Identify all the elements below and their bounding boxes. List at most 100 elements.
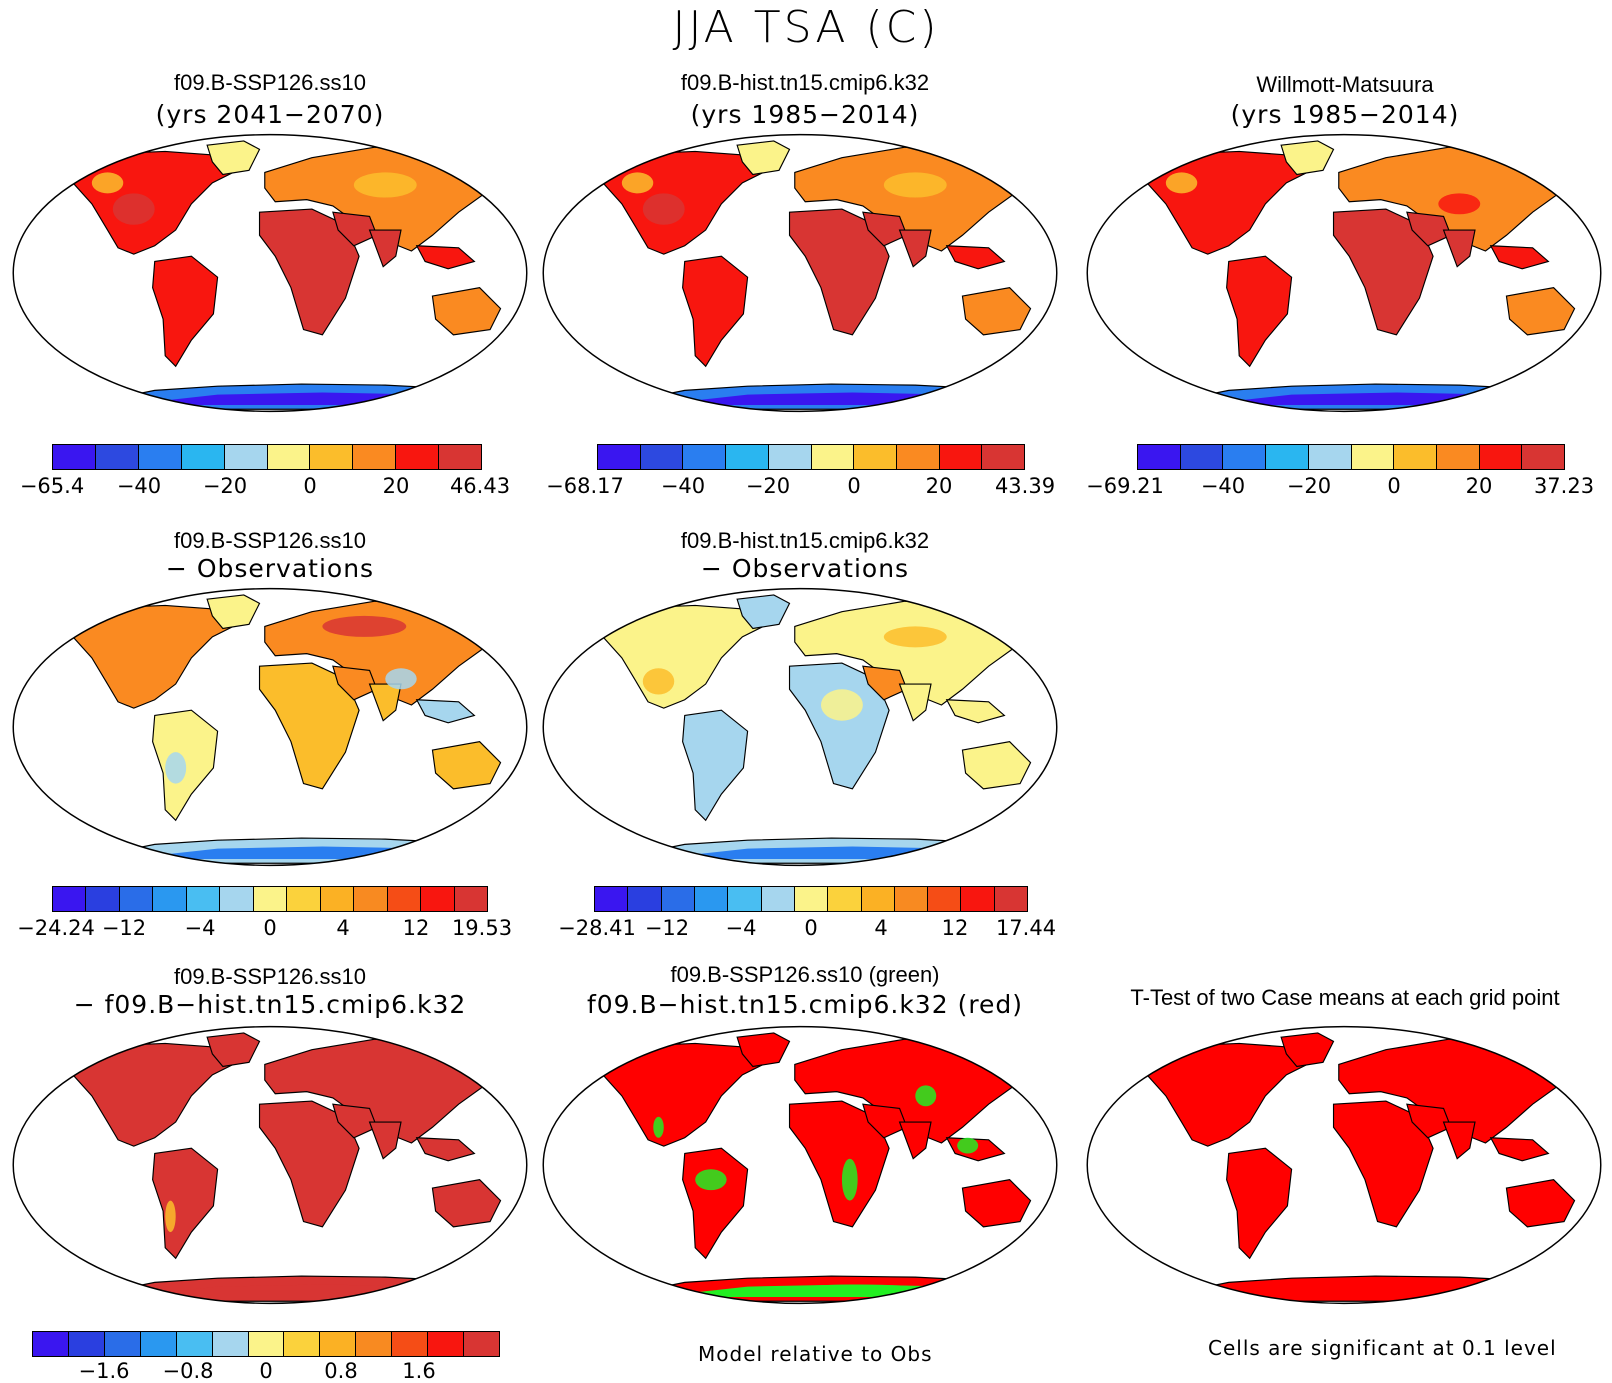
colorbar-swatch <box>768 445 812 469</box>
field-patch <box>642 668 675 695</box>
colorbar-1-tick: 0 <box>303 474 317 498</box>
continent-greenland <box>736 140 791 176</box>
colorbar-3-tick: −69.21 <box>1086 474 1164 498</box>
colorbar-swatch <box>761 887 795 911</box>
continent-africa <box>1332 1100 1434 1228</box>
continent-samerica <box>682 709 749 822</box>
continent-arabia <box>1406 1103 1452 1139</box>
colorbar-2-tick: 0 <box>847 474 861 498</box>
colorbar-panel-4 <box>52 886 488 912</box>
colorbar-swatch <box>138 445 182 469</box>
colorbar-swatch <box>68 1332 105 1356</box>
continent-samerica <box>682 255 749 368</box>
continent-namerica <box>72 150 235 255</box>
colorbar-swatch <box>1522 445 1565 469</box>
colorbar-swatch <box>320 1332 357 1356</box>
continent-australia <box>1505 1179 1576 1228</box>
note-model-relative: Model relative to Obs <box>698 1342 933 1366</box>
continent-namerica <box>72 1042 235 1147</box>
continent-greenland <box>206 1032 261 1068</box>
colorbar-4-tick: 4 <box>336 916 350 940</box>
field-patch <box>841 1158 858 1201</box>
colorbar-swatch <box>119 887 154 911</box>
continent-india <box>1442 1121 1476 1160</box>
colorbar-6-tick: 0.8 <box>324 1359 358 1383</box>
colorbar-swatch <box>212 1332 249 1356</box>
colorbar-swatch <box>628 887 662 911</box>
colorbar-1-tick: −65.4 <box>19 474 85 498</box>
colorbar-5-tick: −12 <box>644 916 690 940</box>
field-patch <box>91 172 124 194</box>
colorbar-5-tick: 0 <box>804 916 818 940</box>
colorbar-6-tick: −1.6 <box>78 1359 130 1383</box>
colorbar-4-tick: 19.53 <box>451 916 513 940</box>
colorbar-swatch <box>248 1332 285 1356</box>
field-patch <box>779 1284 937 1298</box>
continent-namerica <box>602 150 765 255</box>
continent-namerica <box>72 604 235 709</box>
map-border <box>1086 1025 1602 1305</box>
continent-samerica <box>682 1147 749 1260</box>
field-patch <box>957 1137 979 1154</box>
map-panel-3 <box>1086 133 1602 413</box>
colorbar-swatch <box>928 887 962 911</box>
panel-7-subtitle: f09.B−hist.tn15.cmip6.k32 (red) <box>586 990 1024 1019</box>
panel-2-title: f09.B-hist.tn15.cmip6.k32 <box>680 70 930 95</box>
colorbar-swatch <box>95 445 139 469</box>
colorbar-swatch <box>728 887 762 911</box>
continent-seasia <box>945 245 1006 270</box>
colorbar-panel-3 <box>1137 444 1565 470</box>
colorbar-swatch <box>1266 445 1309 469</box>
colorbar-swatch <box>894 887 929 911</box>
colorbar-swatch <box>1351 445 1395 469</box>
field-patch <box>621 172 654 194</box>
continent-seasia <box>1489 1137 1550 1162</box>
map-panel-4 <box>12 587 528 867</box>
continent-arabia <box>332 665 378 701</box>
colorbar-1-tick: 20 <box>382 474 410 498</box>
continent-greenland <box>736 594 791 630</box>
colorbar-5-tick: −28.41 <box>558 916 636 940</box>
continent-greenland <box>206 594 261 630</box>
map-panel-8 <box>1086 1025 1602 1305</box>
field-patch <box>165 752 187 784</box>
field-patch <box>1438 193 1481 215</box>
panel-4-title: f09.B-SSP126.ss10 <box>173 528 366 553</box>
colorbar-5-tick: −4 <box>725 916 757 940</box>
colorbar-swatch <box>454 887 488 911</box>
colorbar-swatch <box>1479 445 1523 469</box>
colorbar-4-tick: 0 <box>263 916 277 940</box>
note-significance: Cells are significant at 0.1 level <box>1208 1336 1557 1360</box>
continent-africa <box>258 1100 360 1228</box>
map-border <box>12 587 528 867</box>
colorbar-panel-5 <box>594 886 1028 912</box>
continent-australia <box>961 741 1032 790</box>
colorbar-1-tick: 46.43 <box>449 474 511 498</box>
continent-namerica <box>1146 150 1309 255</box>
colorbar-swatch <box>726 445 769 469</box>
map-panel-1 <box>12 133 528 413</box>
continent-samerica <box>1226 1147 1293 1260</box>
colorbar-5-tick: 17.44 <box>995 916 1057 940</box>
colorbar-swatch <box>186 887 221 911</box>
panel-5-title: f09.B-hist.tn15.cmip6.k32 <box>680 528 930 553</box>
colorbar-swatch <box>33 1332 69 1356</box>
colorbar-swatch <box>939 445 983 469</box>
colorbar-swatch <box>220 887 254 911</box>
colorbar-swatch <box>961 887 995 911</box>
continent-samerica <box>1226 255 1293 368</box>
map-panel-5 <box>542 587 1058 867</box>
colorbar-swatch <box>994 887 1028 911</box>
field-patch <box>883 172 947 198</box>
field-patch <box>695 1169 727 1191</box>
colorbar-swatch <box>153 887 187 911</box>
colorbar-swatch <box>811 445 855 469</box>
colorbar-swatch <box>387 887 422 911</box>
panel-4-subtitle: − Observations <box>165 554 375 583</box>
colorbar-swatch <box>53 887 87 911</box>
colorbar-swatch <box>828 887 862 911</box>
continent-seasia <box>415 1137 476 1162</box>
panel-8-title: T-Test of two Case means at each grid po… <box>1130 985 1560 1010</box>
continent-australia <box>961 287 1032 336</box>
continent-africa <box>788 1100 890 1228</box>
